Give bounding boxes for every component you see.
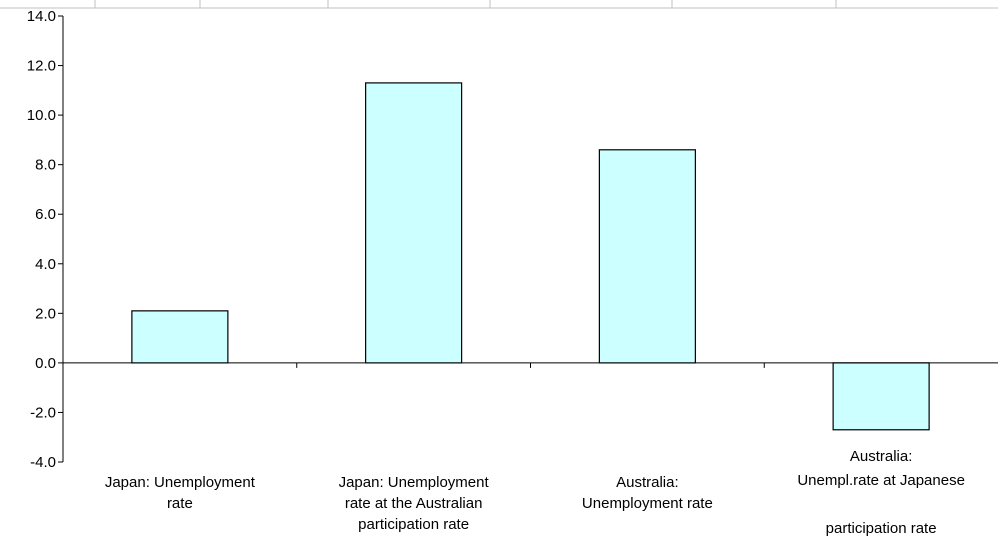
bar [832,362,930,431]
category-label: Japan: Unemployment rate at the Australia… [339,474,490,533]
y-tick-label: 14.0 [27,8,56,25]
y-tick-label: 10.0 [27,107,56,124]
category-label: Australia: Unempl.rate at Japanese partici… [797,448,965,537]
bar [598,149,696,364]
y-tick-label: 2.0 [35,305,56,322]
y-tick-label: 12.0 [27,58,56,75]
y-tick-label: 0.0 [35,355,56,372]
top-spreadsheet-grid [0,0,998,9]
y-tick-label: 8.0 [35,157,56,174]
bar [365,82,463,364]
y-tick-label: -4.0 [30,454,56,471]
category-label: Australia: Unemployment rate [582,474,713,512]
category-label: Japan: Unemployment rate [105,474,256,512]
y-tick-label: 4.0 [35,256,56,273]
y-tick-label: -2.0 [30,404,56,421]
category-labels: Japan: Unemployment rate Japan: Unemployme… [105,448,965,537]
y-tick-label: 6.0 [35,206,56,223]
bar [131,310,229,364]
bars [131,82,930,431]
y-axis: 14.0 12.0 10.0 8.0 6.0 4.0 2.0 0.0 -2.0 -4.0 [27,8,64,471]
